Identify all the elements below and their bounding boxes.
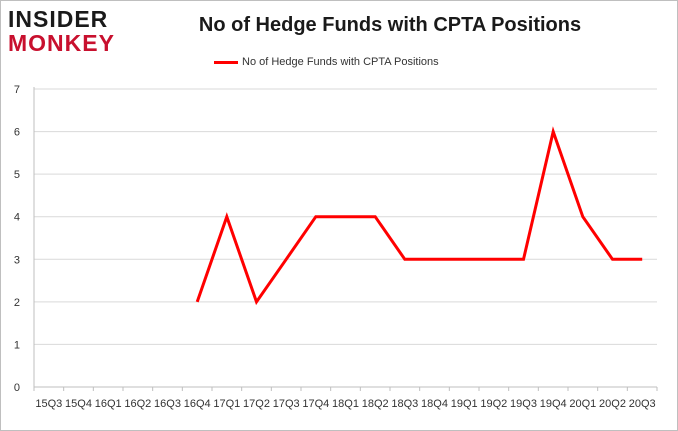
- y-tick-label: 7: [14, 84, 20, 96]
- x-tick-label: 19Q3: [510, 398, 537, 410]
- x-tick-label: 15Q4: [65, 398, 92, 410]
- x-tick-label: 17Q2: [243, 398, 270, 410]
- x-tick-label: 16Q2: [124, 398, 151, 410]
- y-tick-label: 2: [14, 297, 20, 309]
- x-tick-label: 17Q4: [302, 398, 329, 410]
- x-tick-label: 17Q3: [273, 398, 300, 410]
- series-line-0: [195, 126, 643, 306]
- x-tick-label: 19Q1: [451, 398, 478, 410]
- gridlines: [34, 88, 657, 345]
- x-tick-label: 20Q2: [599, 398, 626, 410]
- legend-swatch: [214, 60, 238, 64]
- logo-line-1: INSIDER: [8, 6, 109, 32]
- x-tick-label: 16Q4: [184, 398, 211, 410]
- y-tick-label: 3: [14, 254, 20, 266]
- axes: [33, 87, 658, 391]
- x-tick-label: 18Q3: [391, 398, 418, 410]
- y-tick-label: 5: [14, 169, 20, 181]
- x-tick-label: 17Q1: [213, 398, 240, 410]
- x-tick-label: 18Q2: [362, 398, 389, 410]
- logo-line-2: MONKEY: [8, 30, 115, 56]
- x-tick-label: 18Q4: [421, 398, 448, 410]
- y-tick-label: 4: [14, 212, 20, 224]
- x-tick-labels: 15Q3 15Q4 16Q1 16Q2 16Q3 16Q4 17Q1 17Q2 17Q3 17Q4…: [35, 398, 655, 410]
- x-tick-label: 20Q1: [569, 398, 596, 410]
- x-tick-label: 16Q1: [95, 398, 122, 410]
- insider-monkey-logo: INSIDER MONKEY: [8, 6, 128, 56]
- y-tick-label: 0: [14, 382, 20, 394]
- y-tick-label: 1: [14, 339, 20, 351]
- series-layer: [195, 126, 643, 306]
- y-tick-label: 6: [14, 127, 20, 139]
- x-tick-label: 20Q3: [629, 398, 656, 410]
- x-tick-label: 18Q1: [332, 398, 359, 410]
- chart-title: No of Hedge Funds with CPTA Positions: [198, 14, 582, 36]
- legend-label: No of Hedge Funds with CPTA Positions: [242, 56, 439, 68]
- chart-legend: No of Hedge Funds with CPTA Positions: [214, 53, 439, 71]
- x-tick-label: 19Q2: [480, 398, 507, 410]
- y-tick-labels: 0 1 2 3 4 5 6 7: [14, 84, 20, 394]
- x-tick-label: 19Q4: [540, 398, 567, 410]
- x-tick-label: 15Q3: [35, 398, 62, 410]
- x-tick-label: 16Q3: [154, 398, 181, 410]
